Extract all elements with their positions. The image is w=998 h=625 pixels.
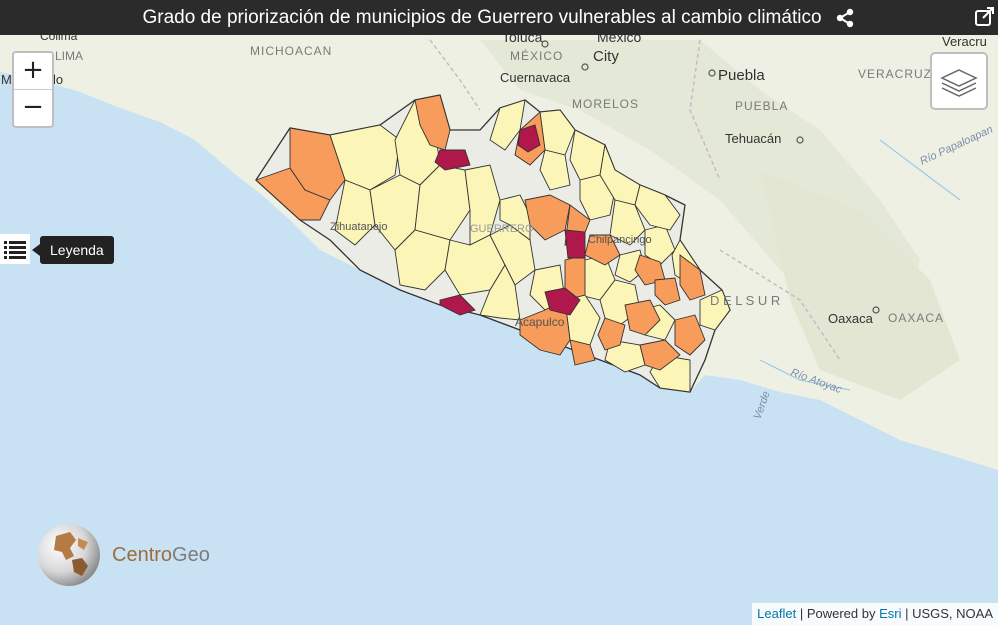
logo-text-part2: Geo (172, 543, 210, 566)
legend-button[interactable] (0, 234, 30, 264)
city-marker-oaxaca (872, 306, 880, 314)
attribution-powered: | Powered by (796, 606, 880, 621)
label-colima: Colima (40, 35, 78, 43)
label-mexico-state: MÉXICO (510, 48, 563, 63)
river-papaloapan (879, 139, 961, 201)
label-puebla-city: Puebla (718, 67, 765, 84)
city-marker-tehuacan (796, 136, 804, 144)
municipios-alta[interactable] (255, 94, 706, 371)
layers-icon (940, 69, 978, 97)
zoom-out-button[interactable]: − (14, 89, 52, 126)
label-veracruz-city: Veracru (942, 35, 987, 49)
label-cuernavaca: Cuernavaca (500, 70, 571, 85)
label-sierra-madre: D E L S U R (710, 293, 780, 308)
logo-text-part1: Centro (112, 543, 173, 566)
map-title: Grado de priorización de municipios de G… (142, 6, 822, 28)
city-marker-toluca (541, 40, 549, 48)
share-icon[interactable] (834, 7, 856, 29)
label-chilpancingo: Chilpancingo (588, 234, 652, 246)
zoom-control: + − (12, 51, 54, 128)
label-oaxaca-city: Oaxaca (828, 311, 874, 326)
label-zihuatanejo: Zihuatanejo (330, 221, 388, 233)
label-michoacan: MICHOACAN (250, 44, 332, 58)
label-acapulco: Acapulco (515, 315, 565, 329)
legend-tooltip: Leyenda (32, 236, 114, 264)
logo-text: CentroGeo (112, 544, 210, 567)
centrogeo-logo: CentroGeo (36, 522, 210, 588)
zoom-in-button[interactable]: + (22, 55, 44, 85)
city-marker-mexico-city (581, 63, 589, 71)
label-guerrero: GUERRERO (470, 223, 534, 235)
attribution-sources: | USGS, NOAA (901, 606, 993, 621)
label-oaxaca-state: OAXACA (888, 311, 944, 325)
globe-icon (38, 524, 100, 586)
label-lima: LIMA (55, 49, 83, 63)
city-marker-puebla (708, 69, 716, 77)
state-boundary-3 (719, 249, 841, 361)
label-puebla-state: PUEBLA (735, 99, 788, 113)
municipios-muy-alta[interactable] (434, 124, 586, 316)
terrain-shading-2 (760, 170, 960, 400)
label-mexico-city-1: Mexico (597, 35, 642, 45)
state-boundary-2 (689, 39, 721, 181)
title-bar: Grado de priorización de municipios de G… (0, 0, 998, 35)
leaflet-link[interactable]: Leaflet (757, 606, 797, 621)
state-boundary (429, 39, 481, 111)
label-mexico-city-2: City (593, 48, 619, 65)
label-veracruz-state: VERACRUZ (858, 67, 932, 81)
list-icon (4, 241, 26, 259)
attribution: Leaflet | Powered by Esri | USGS, NOAA (752, 603, 998, 625)
label-toluca: Toluca (502, 35, 543, 45)
esri-link[interactable]: Esri (879, 606, 902, 621)
map-canvas[interactable]: MICHOACAN LIMA MÉXICO MORELOS PUEBLA VER… (0, 35, 998, 625)
label-morelos: MORELOS (572, 97, 639, 111)
external-link-icon[interactable] (974, 6, 996, 28)
river-atoyac (759, 359, 851, 391)
label-tehuacan: Tehuacán (725, 131, 781, 146)
layers-button[interactable] (930, 52, 988, 110)
